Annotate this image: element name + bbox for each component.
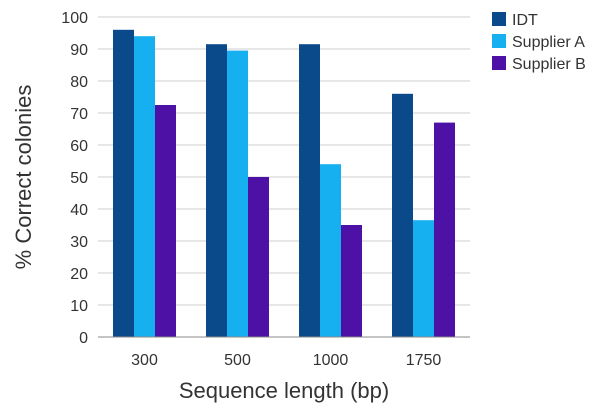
bar-supplier-a-500 xyxy=(227,50,248,337)
y-tick-label: 50 xyxy=(70,170,88,187)
y-tick-labels: 0 10 20 30 40 50 60 70 80 90 100 xyxy=(61,10,88,347)
bar-supplier-b-1000 xyxy=(341,225,362,337)
legend-swatch-idt xyxy=(492,12,506,26)
legend-label-supplier-b: Supplier B xyxy=(512,56,586,73)
bar-supplier-b-1750 xyxy=(434,122,455,337)
legend-swatch-supplier-a xyxy=(492,34,506,48)
x-tick-label: 300 xyxy=(131,352,158,369)
y-tick-label: 100 xyxy=(61,10,88,27)
bar-supplier-a-1750 xyxy=(413,220,434,337)
x-tick-labels: 300 500 1000 1750 xyxy=(131,352,441,369)
y-tick-label: 90 xyxy=(70,42,88,59)
bar-supplier-b-500 xyxy=(248,177,269,337)
bar-idt-300 xyxy=(113,29,134,338)
y-tick-label: 0 xyxy=(79,330,88,347)
bar-supplier-b-300 xyxy=(155,105,176,337)
y-tick-label: 70 xyxy=(70,106,88,123)
legend-swatch-supplier-b xyxy=(492,56,506,70)
y-tick-label: 60 xyxy=(70,138,88,155)
y-tick-label: 10 xyxy=(70,298,88,315)
x-axis-title: Sequence length (bp) xyxy=(179,378,389,403)
legend-label-idt: IDT xyxy=(512,12,538,29)
bar-idt-500 xyxy=(206,44,227,337)
bar-idt-1000 xyxy=(299,44,320,337)
y-tick-label: 20 xyxy=(70,266,88,283)
bar-supplier-a-1000 xyxy=(320,164,341,337)
x-tick-label: 1000 xyxy=(313,352,349,369)
y-tick-label: 40 xyxy=(70,202,88,219)
x-tick-label: 500 xyxy=(224,352,251,369)
y-tick-label: 30 xyxy=(70,234,88,251)
y-tick-label: 80 xyxy=(70,74,88,91)
bar-idt-1750 xyxy=(392,93,413,337)
y-axis-title: % Correct colonies xyxy=(11,85,36,270)
bars xyxy=(113,29,455,338)
legend-label-supplier-a: Supplier A xyxy=(512,34,585,51)
legend: IDT Supplier A Supplier B xyxy=(492,12,586,73)
bar-supplier-a-300 xyxy=(134,36,155,337)
x-tick-label: 1750 xyxy=(406,352,442,369)
